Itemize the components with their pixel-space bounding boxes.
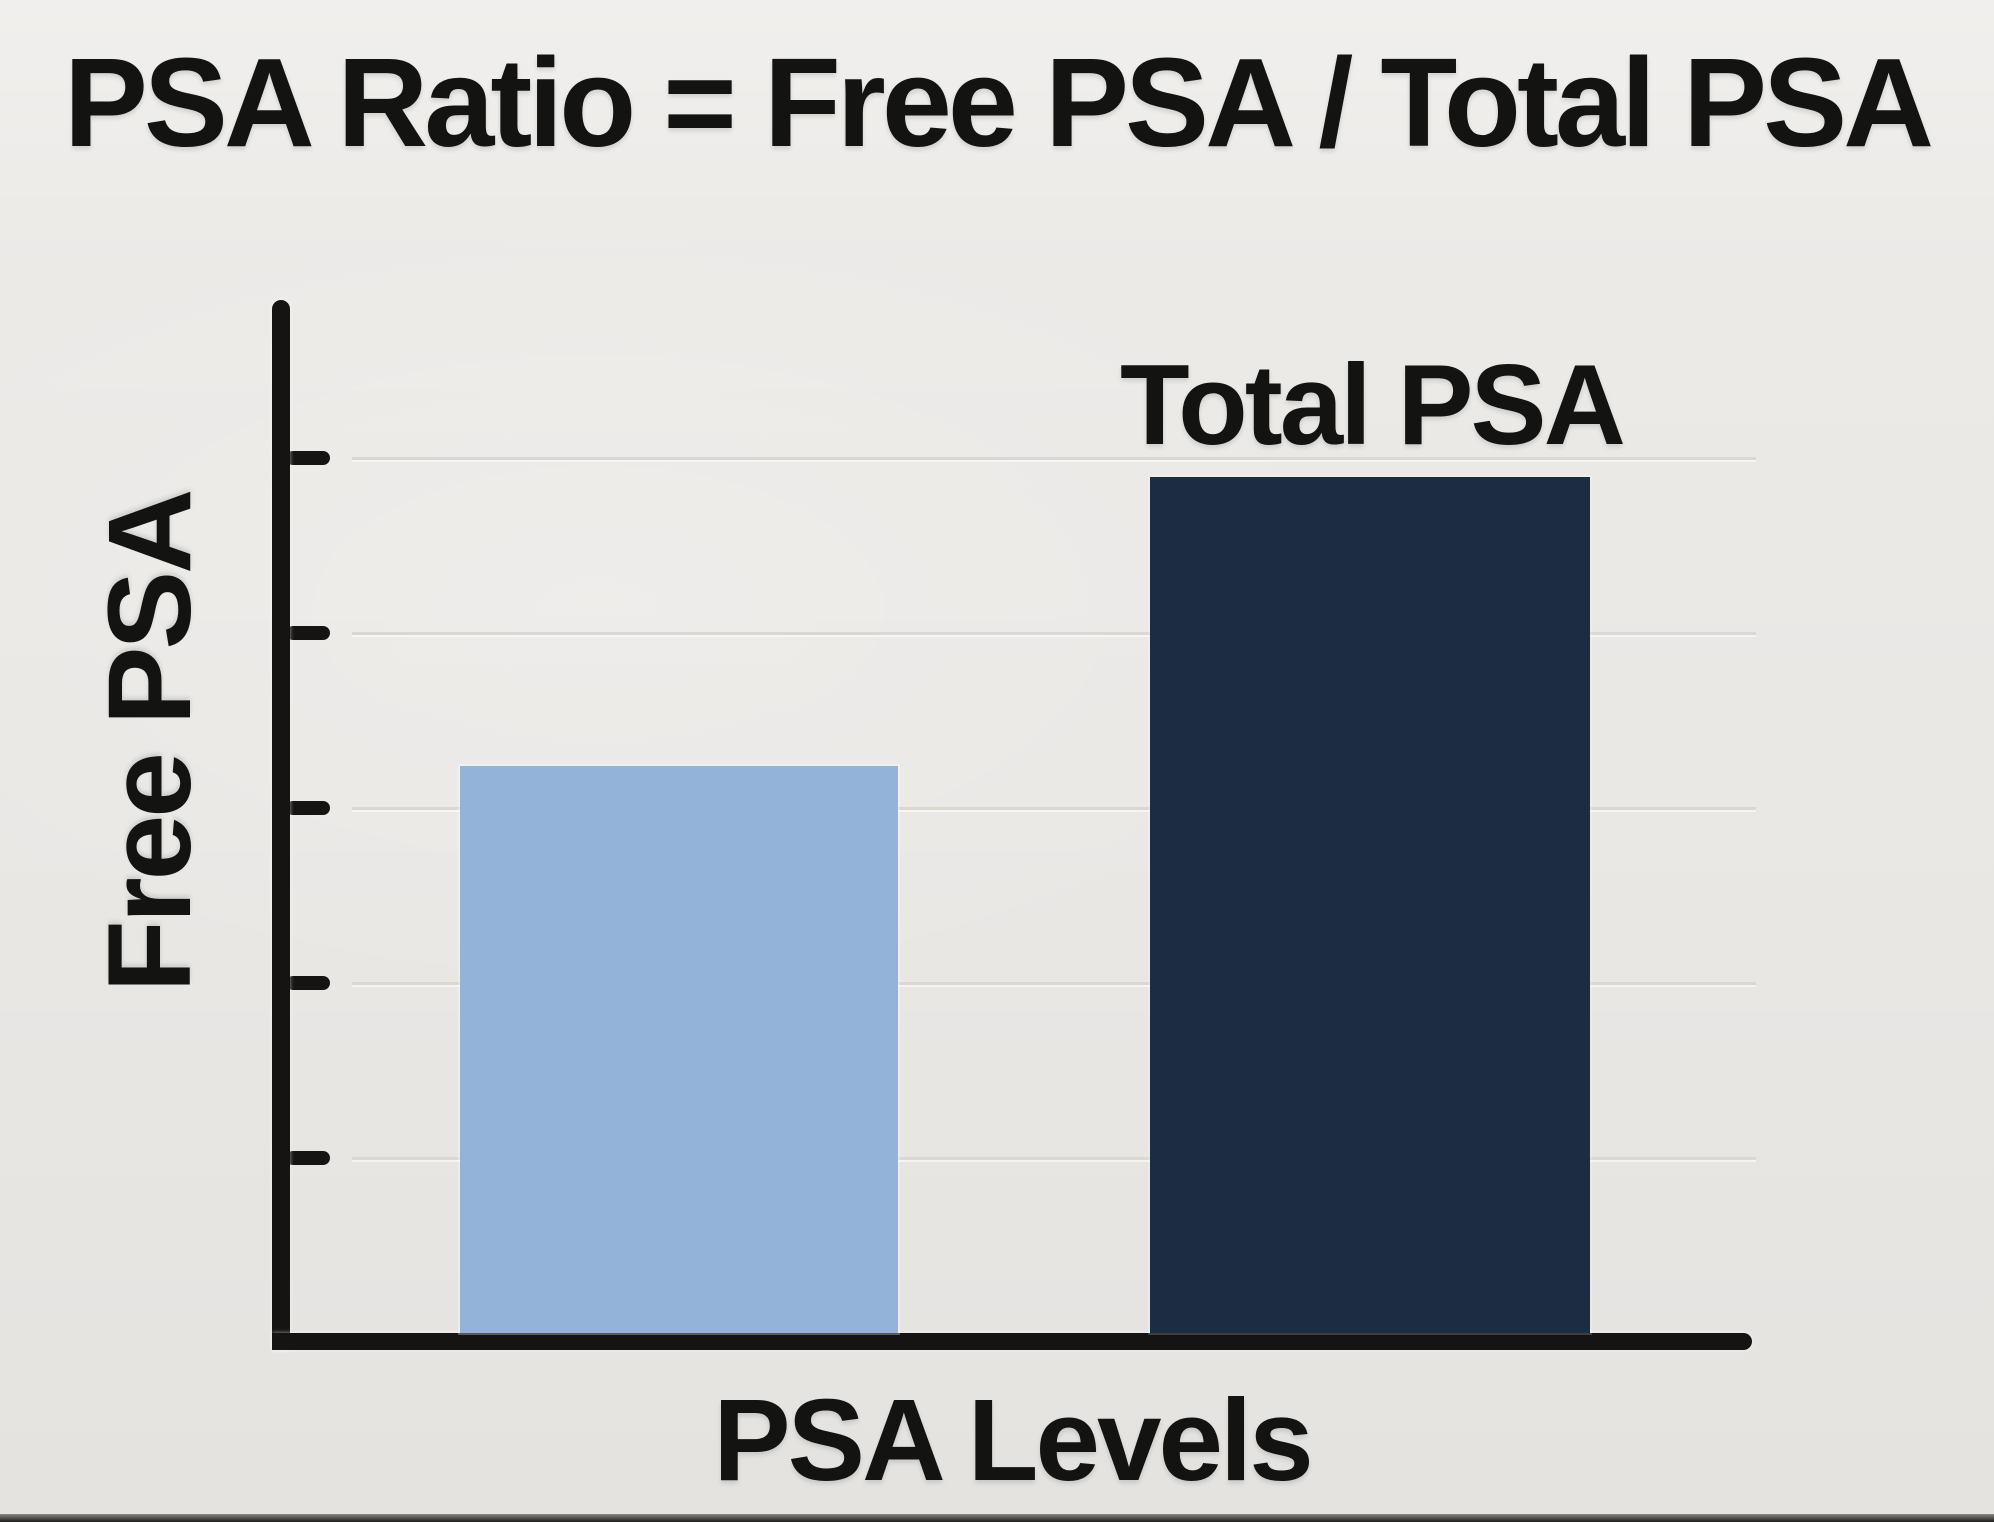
gridline xyxy=(352,631,1756,635)
y-axis-tick xyxy=(286,1150,330,1165)
gridline xyxy=(352,981,1756,985)
photo-bottom-edge xyxy=(0,1514,1994,1522)
y-axis-tick xyxy=(286,450,330,465)
gridline xyxy=(352,456,1756,460)
chart-title: PSA Ratio = Free PSA / Total PSA xyxy=(63,32,1934,173)
y-axis-label: Free PSA xyxy=(84,491,216,993)
bar-total-psa xyxy=(1150,476,1590,1333)
gridline xyxy=(352,1156,1756,1160)
y-axis-line xyxy=(272,300,290,1350)
gridline xyxy=(352,806,1756,810)
x-axis-label: PSA Levels xyxy=(713,1375,1314,1505)
y-axis-tick xyxy=(286,800,330,815)
y-axis-tick xyxy=(286,975,330,990)
bar-free-psa xyxy=(460,765,898,1333)
x-axis-line xyxy=(272,1333,1752,1350)
y-axis-tick xyxy=(286,625,330,640)
total-psa-bar-label: Total PSA xyxy=(1120,341,1626,469)
